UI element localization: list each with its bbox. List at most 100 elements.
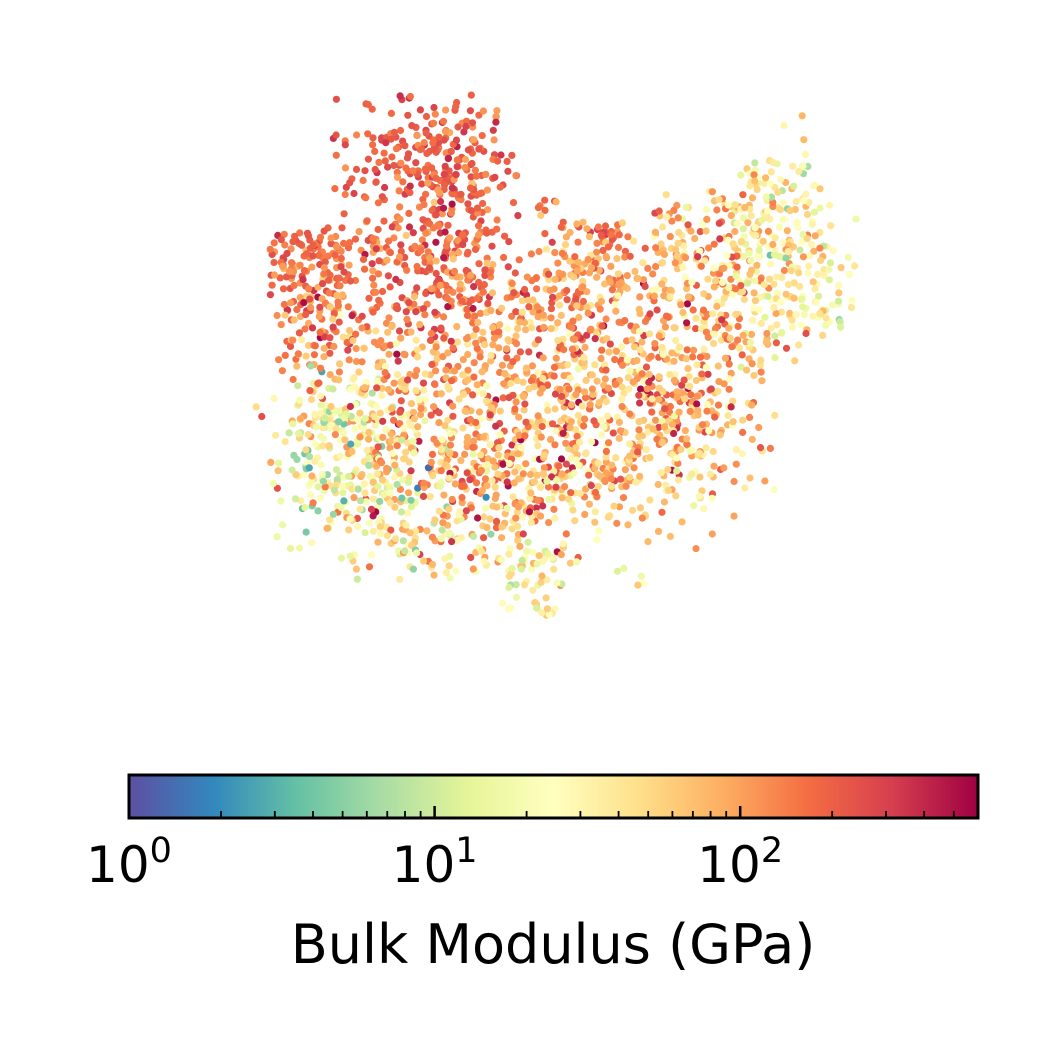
scatter-point (376, 497, 384, 505)
scatter-point (386, 341, 394, 349)
scatter-point (544, 406, 552, 414)
scatter-point (353, 415, 362, 424)
scatter-point (834, 297, 843, 305)
scatter-point (528, 362, 537, 370)
scatter-point (529, 296, 537, 304)
scatter-point (490, 136, 498, 144)
scatter-point (365, 519, 374, 527)
scatter-point (461, 450, 469, 458)
scatter-point (771, 234, 779, 242)
scatter-point (407, 421, 415, 429)
scatter-point (755, 423, 763, 432)
scatter-point (537, 512, 545, 520)
scatter-point (388, 223, 396, 231)
scatter-point (383, 464, 391, 472)
scatter-point (571, 517, 579, 525)
scatter-point (620, 389, 628, 397)
scatter-point (361, 414, 369, 423)
scatter-point (514, 536, 522, 545)
scatter-point (488, 242, 496, 250)
scatter-point (467, 91, 475, 99)
scatter-point (279, 285, 288, 293)
scatter-point (338, 291, 347, 299)
scatter-point (372, 462, 381, 470)
scatter-point (561, 241, 570, 249)
scatter-point (314, 507, 322, 515)
scatter-point (564, 361, 572, 369)
scatter-point (535, 247, 543, 256)
scatter-point (409, 565, 417, 573)
scatter-point (399, 178, 407, 186)
scatter-point (484, 461, 492, 469)
scatter-point (635, 418, 643, 426)
scatter-point (534, 313, 542, 321)
scatter-point (527, 250, 536, 258)
scatter-point (440, 181, 449, 189)
scatter-point (652, 244, 660, 252)
scatter-point (658, 438, 666, 446)
scatter-point (544, 550, 552, 558)
scatter-point (523, 273, 531, 281)
scatter-point (776, 175, 785, 184)
scatter-point (590, 417, 598, 425)
scatter-point (545, 610, 553, 618)
scatter-point (687, 227, 695, 235)
scatter-point (745, 249, 753, 257)
scatter-point (583, 331, 591, 339)
scatter-point (387, 135, 395, 143)
scatter-point (847, 303, 856, 311)
scatter-point (574, 411, 582, 419)
scatter-point (595, 266, 603, 274)
scatter-point (353, 575, 361, 583)
scatter-point (616, 427, 625, 435)
scatter-point (693, 361, 701, 369)
scatter-point (710, 462, 718, 470)
scatter-point (325, 276, 333, 284)
scatter-point (421, 417, 429, 425)
scatter-point (302, 528, 310, 536)
scatter-point (369, 235, 377, 243)
scatter-point (780, 215, 788, 223)
scatter-point (539, 354, 547, 362)
scatter-point (419, 305, 427, 313)
scatter-point (472, 172, 480, 180)
scatter-point (405, 209, 413, 217)
scatter-point (741, 484, 749, 492)
scatter-point (713, 302, 721, 311)
scatter-point (661, 323, 670, 331)
scatter-point (286, 342, 295, 350)
scatter-point (294, 382, 302, 390)
scatter-point (329, 510, 337, 518)
scatter-point (325, 442, 333, 450)
scatter-point (359, 176, 367, 185)
scatter-point (345, 526, 353, 534)
scatter-point (283, 249, 291, 258)
scatter-point (700, 290, 708, 298)
scatter-point (691, 234, 699, 243)
scatter-point (436, 482, 444, 491)
scatter-point (657, 240, 665, 248)
scatter-point (710, 330, 718, 338)
scatter-point (362, 498, 370, 506)
scatter-point (620, 564, 628, 573)
scatter-point (453, 163, 461, 171)
scatter-point (503, 504, 511, 512)
scatter-point (359, 255, 368, 264)
scatter-point (446, 552, 454, 560)
scatter-point (512, 172, 520, 180)
scatter-point (514, 450, 522, 458)
scatter-point (442, 366, 450, 374)
scatter-point (668, 349, 676, 357)
scatter-point (674, 476, 683, 484)
scatter-point (748, 194, 757, 202)
scatter-point (351, 235, 360, 243)
scatter-point (410, 449, 418, 457)
scatter-point (761, 313, 769, 321)
scatter-point (358, 358, 366, 366)
scatter-point (655, 207, 663, 215)
scatter-point (707, 385, 715, 393)
scatter-point (735, 344, 744, 352)
scatter-point (796, 246, 804, 254)
scatter-point (454, 123, 462, 131)
scatter-point (409, 437, 417, 445)
